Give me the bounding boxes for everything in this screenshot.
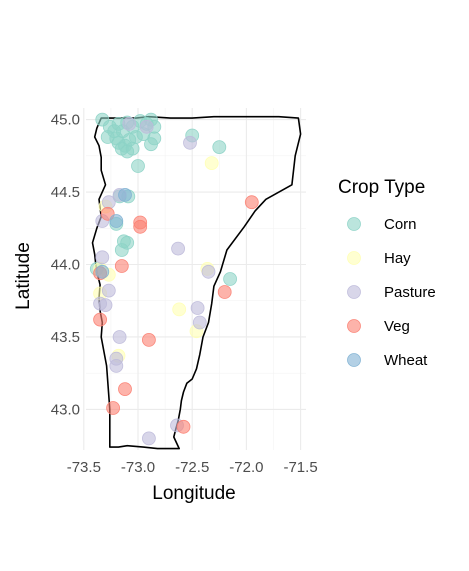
point-veg bbox=[118, 382, 132, 397]
y-tick-label: 43.0 bbox=[51, 401, 80, 418]
point-pasture bbox=[112, 330, 127, 344]
point-corn bbox=[223, 272, 238, 286]
point-veg bbox=[141, 332, 156, 347]
data-points bbox=[89, 112, 259, 446]
y-tick-labels: 43.0 43.5 44.0 44.5 45.0 bbox=[51, 112, 80, 419]
point-hay bbox=[204, 156, 219, 171]
legend-label-corn: Corn bbox=[384, 216, 417, 233]
grid-lines bbox=[83, 108, 306, 450]
point-corn bbox=[125, 141, 140, 156]
legend-label-hay: Hay bbox=[384, 250, 411, 267]
y-axis-title: Latitude bbox=[13, 242, 34, 310]
legend-label-pasture: Pasture bbox=[384, 284, 436, 301]
point-corn bbox=[144, 137, 158, 152]
x-tick-label: -72.0 bbox=[229, 459, 263, 476]
point-veg bbox=[106, 401, 120, 415]
point-pasture bbox=[190, 301, 205, 315]
point-wheat bbox=[109, 214, 124, 228]
point-veg bbox=[93, 312, 107, 327]
y-tick-label: 43.5 bbox=[51, 329, 80, 346]
point-corn bbox=[212, 140, 227, 155]
point-pasture bbox=[192, 315, 207, 330]
x-tick-label: -73.0 bbox=[121, 459, 155, 476]
point-pasture bbox=[109, 358, 124, 373]
point-pasture bbox=[183, 135, 197, 150]
legend-key-corn bbox=[347, 217, 361, 231]
point-veg bbox=[217, 285, 232, 299]
legend-key-pasture bbox=[347, 285, 361, 299]
y-tick-label: 44.5 bbox=[51, 184, 80, 201]
legend-key-wheat bbox=[347, 353, 361, 367]
state-outline bbox=[91, 115, 302, 450]
x-tick-label: -73.5 bbox=[67, 459, 101, 476]
point-corn bbox=[114, 243, 129, 257]
point-veg bbox=[133, 219, 148, 234]
point-pasture bbox=[95, 250, 110, 265]
point-hay bbox=[172, 302, 187, 317]
legend-label-veg: Veg bbox=[384, 318, 410, 335]
legend-key-hay bbox=[347, 251, 361, 265]
point-pasture bbox=[201, 264, 216, 279]
point-pasture bbox=[98, 298, 113, 313]
point-veg bbox=[114, 259, 129, 273]
point-corn bbox=[131, 159, 145, 173]
vermont-boundary bbox=[91, 115, 302, 450]
point-pasture bbox=[139, 119, 154, 134]
x-tick-labels: -73.5 -73.0 -72.5 -72.0 -71.5 bbox=[67, 459, 318, 476]
point-wheat bbox=[118, 187, 132, 202]
x-axis-title: Longitude bbox=[152, 483, 235, 504]
y-tick-label: 44.0 bbox=[51, 257, 80, 274]
point-wheat bbox=[95, 264, 110, 279]
point-pasture bbox=[171, 241, 186, 256]
y-tick-label: 45.0 bbox=[51, 112, 80, 129]
x-tick-label: -71.5 bbox=[283, 459, 317, 476]
point-pasture bbox=[101, 195, 116, 210]
legend-label-wheat: Wheat bbox=[384, 352, 428, 369]
legend-key-veg bbox=[347, 319, 361, 333]
point-veg bbox=[244, 195, 259, 210]
point-pasture bbox=[101, 283, 116, 298]
point-veg bbox=[176, 419, 191, 434]
point-corn bbox=[100, 130, 115, 144]
legend-title: Crop Type bbox=[338, 177, 425, 198]
x-tick-label: -72.5 bbox=[175, 459, 209, 476]
point-pasture bbox=[141, 431, 156, 446]
legend: Crop Type Corn Hay Pasture Veg Wheat bbox=[338, 177, 436, 369]
point-pasture bbox=[122, 117, 137, 131]
